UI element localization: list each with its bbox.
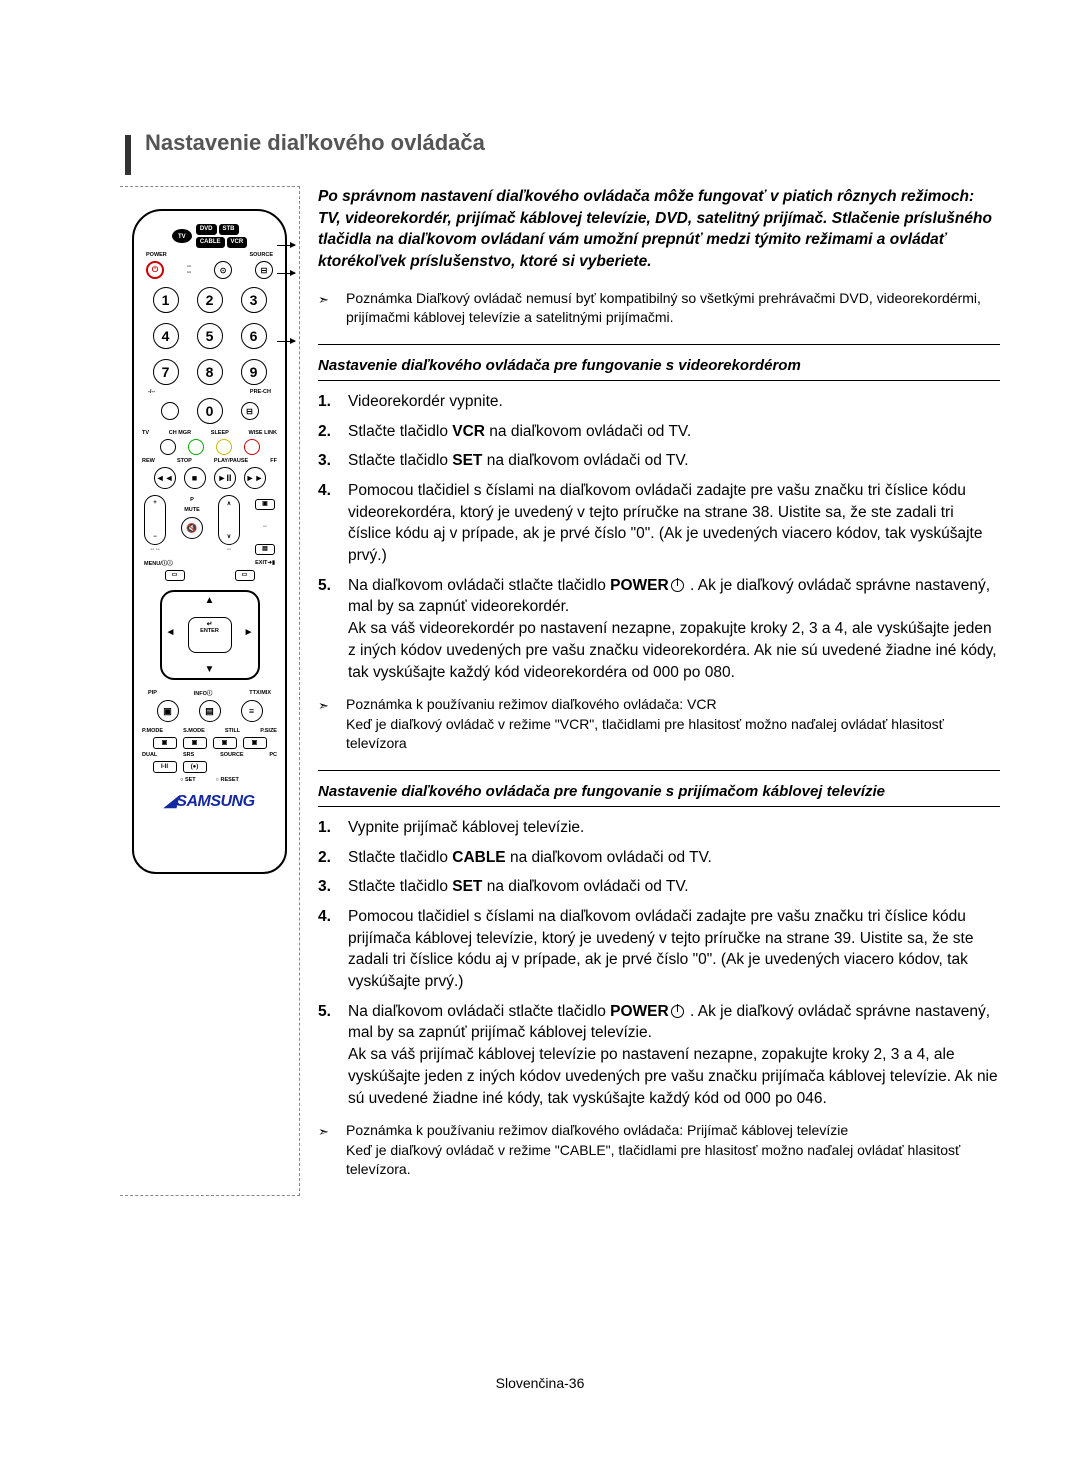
power-icon: ⏻ (146, 261, 164, 279)
divider (318, 806, 1000, 807)
remote-tv-label: TV (172, 229, 192, 243)
compat-note: ➣ Poznámka Diaľkový ovládač nemusí byť k… (318, 289, 1000, 328)
cable-note: ➣ Poznámka k používaniu režimov diaľkové… (318, 1121, 1000, 1180)
brand-logo: ◢SAMSUNG (134, 791, 285, 811)
note-arrow-icon: ➣ (318, 1121, 336, 1180)
intro-text: Po správnom nastavení diaľkového ovládač… (318, 186, 1000, 273)
section2-head: Nastavenie diaľkového ovládača pre fungo… (318, 781, 1000, 802)
section-marker (125, 135, 131, 175)
pointer-arrow (277, 245, 295, 246)
section1-head: Nastavenie diaľkového ovládača pre fungo… (318, 355, 1000, 376)
divider (318, 344, 1000, 345)
page-footer: Slovenčina-36 (0, 1375, 1080, 1391)
pointer-arrow (277, 341, 295, 342)
power-icon (671, 579, 684, 592)
cable-steps: 1.Vypnite prijímač káblovej televízie. 2… (318, 817, 1000, 1109)
note-arrow-icon: ➣ (318, 695, 336, 754)
content: Po správnom nastavení diaľkového ovládač… (318, 186, 1000, 1196)
vcr-note: ➣ Poznámka k používaniu režimov diaľkové… (318, 695, 1000, 754)
dpad: ▲ ▼ ◄ ► ↵ENTER (150, 585, 270, 685)
note-arrow-icon: ➣ (318, 289, 336, 328)
divider (318, 770, 1000, 771)
remote-drawing: TV DVDSTB CABLEVCR POWER SOURCE ⏻ ▫▫▫▫ ⊙… (132, 209, 287, 874)
page-title: Nastavenie diaľkového ovládača (145, 130, 1000, 156)
vcr-steps: 1.Videorekordér vypnite. 2.Stlačte tlači… (318, 391, 1000, 683)
pointer-arrow (277, 273, 295, 274)
power-icon (671, 1005, 684, 1018)
remote-panel: TV DVDSTB CABLEVCR POWER SOURCE ⏻ ▫▫▫▫ ⊙… (120, 186, 300, 1196)
divider (318, 380, 1000, 381)
